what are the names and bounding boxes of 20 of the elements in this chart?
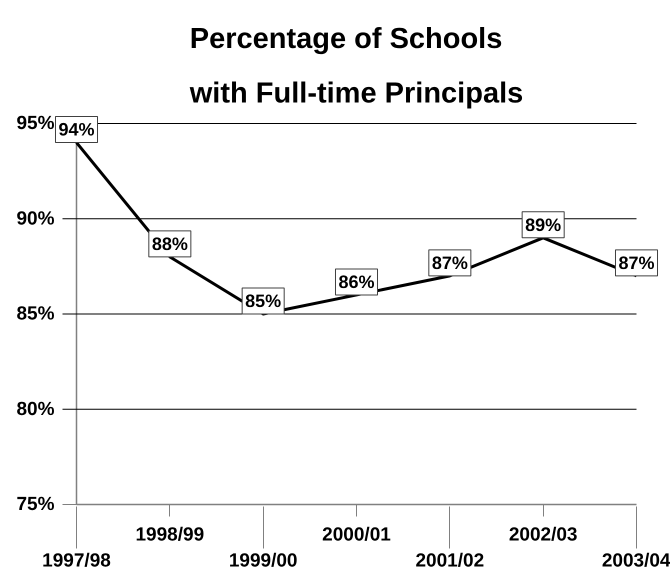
chart-title: Percentage of Schools with Full-time Principals [188, 23, 524, 110]
y-tick-label: 80% [16, 398, 55, 420]
y-tick-label: 85% [16, 304, 55, 324]
data-label: 86% [338, 272, 375, 292]
y-tick-label: 95% [16, 113, 55, 134]
x-tick-label: 2002/03 [508, 524, 578, 546]
y-tick-label: 75% [16, 494, 55, 515]
y-tick-label: 90% [16, 208, 55, 230]
x-tick-label: 1998/99 [135, 524, 204, 546]
x-tick-label: 2000/01 [322, 524, 392, 546]
x-tick-label: 2001/02 [415, 550, 484, 572]
x-tick-label: 2003/04 [602, 550, 670, 572]
data-label: 89% [525, 214, 562, 235]
data-label: 88% [152, 234, 188, 254]
x-tick-label: 1997/98 [42, 550, 111, 572]
data-label: 87% [432, 252, 468, 273]
data-label: 94% [58, 120, 95, 140]
x-tick-label: 1999/00 [228, 550, 298, 572]
data-label: 85% [245, 291, 282, 311]
data-label: 87% [618, 252, 655, 273]
